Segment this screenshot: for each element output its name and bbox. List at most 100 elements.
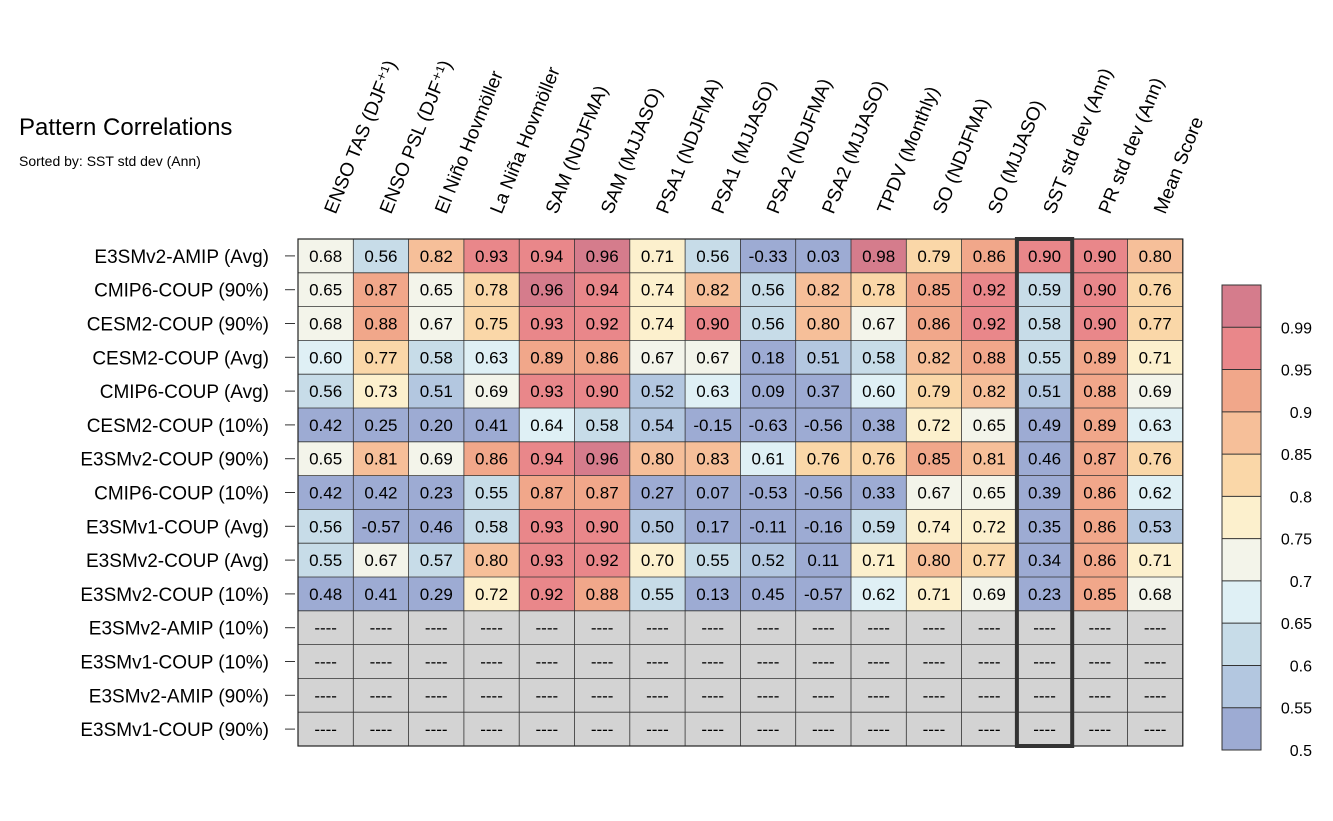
heatmap-cell: [1127, 644, 1183, 679]
cell-value: ----: [812, 720, 835, 739]
heatmap-cell: [408, 306, 464, 341]
cell-value: 0.82: [973, 382, 1006, 401]
heatmap-cell: [1016, 340, 1073, 375]
cell-value: 0.27: [641, 484, 674, 503]
cell-value: 0.03: [807, 247, 840, 266]
heatmap-cell: [961, 374, 1017, 408]
heatmap-cell: [1072, 272, 1128, 307]
row-label: E3SMv1-COUP (Avg): [86, 517, 269, 538]
heatmap-cell: [1127, 408, 1183, 442]
cell-value: ----: [536, 720, 559, 739]
cell-value: 0.90: [586, 517, 619, 536]
cell-value: 0.88: [1083, 382, 1116, 401]
cell-value: 0.67: [696, 348, 729, 367]
heatmap-cell: [519, 340, 575, 375]
row-label: E3SMv2-AMIP (90%): [89, 686, 269, 707]
cell-value: ----: [757, 653, 780, 672]
heatmap-cell: [408, 577, 464, 611]
cell-value: ----: [425, 653, 448, 672]
heatmap-cell: [519, 543, 575, 577]
colorbar-tick-label: 0.8: [1290, 489, 1312, 506]
cell-value: 0.89: [1083, 416, 1116, 435]
heatmap-cell: [740, 340, 796, 375]
cell-value: ----: [1144, 653, 1167, 672]
cell-value: 0.51: [807, 348, 840, 367]
cell-value: 0.87: [586, 484, 619, 503]
heatmap-cell: [574, 475, 630, 510]
cell-value: 0.87: [1083, 450, 1116, 469]
cell-value: 0.93: [530, 517, 563, 536]
cell-value: ----: [867, 619, 890, 638]
colorbar-bin: [1222, 665, 1261, 708]
cell-value: 0.65: [420, 281, 453, 300]
cell-value: ----: [867, 686, 890, 705]
heatmap-cell: [851, 644, 907, 679]
heatmap-cell: [906, 272, 962, 307]
cell-value: 0.90: [696, 315, 729, 334]
cell-value: ----: [646, 720, 669, 739]
heatmap-cell: [1016, 306, 1073, 341]
heatmap-cell: [408, 239, 464, 273]
heatmap-cell: [685, 610, 741, 645]
heatmap-cell: [463, 678, 520, 713]
cell-value: ----: [812, 619, 835, 638]
cell-value: ----: [923, 686, 946, 705]
heatmap-cell: [1016, 678, 1073, 713]
cell-value: 0.42: [309, 416, 342, 435]
cell-value: 0.76: [807, 450, 840, 469]
cell-value: ----: [1144, 619, 1167, 638]
heatmap-cell: [851, 543, 907, 577]
heatmap-cell: [685, 678, 741, 713]
cell-value: ----: [978, 653, 1001, 672]
cell-value: ----: [1089, 720, 1112, 739]
cell-value: 0.86: [1083, 551, 1116, 570]
cell-value: 0.69: [973, 585, 1006, 604]
cell-value: 0.60: [862, 382, 895, 401]
heatmap-cell: [906, 543, 962, 577]
heatmap-cell: [463, 374, 520, 408]
cell-value: ----: [923, 619, 946, 638]
cell-value: 0.74: [641, 281, 674, 300]
cell-value: ----: [480, 720, 503, 739]
cell-value: 0.77: [364, 348, 397, 367]
colorbar-tick-label: 0.99: [1281, 320, 1312, 337]
cell-value: 0.23: [1028, 585, 1061, 604]
heatmap-cell: [851, 610, 907, 645]
heatmap-cell: [906, 712, 962, 746]
heatmap-cell: [795, 678, 851, 713]
cell-value: 0.93: [530, 551, 563, 570]
cell-value: ----: [701, 619, 724, 638]
cell-value: 0.94: [530, 450, 563, 469]
heatmap-cell: [740, 678, 796, 713]
cell-value: 0.88: [586, 585, 619, 604]
heatmap-cell: [685, 272, 741, 307]
heatmap-cell: [463, 610, 520, 645]
cell-value: 0.96: [586, 247, 619, 266]
heatmap-cell: [463, 509, 520, 544]
cell-value: -0.57: [362, 517, 401, 536]
colorbar-tick-label: 0.95: [1281, 363, 1312, 380]
heatmap-cell: [1127, 610, 1183, 645]
heatmap-cell: [353, 475, 409, 510]
colorbar-bin: [1222, 411, 1261, 455]
heatmap-cell: [298, 408, 354, 442]
colorbar-tick-label: 0.7: [1290, 574, 1312, 591]
row-label: CMIP6-COUP (Avg): [100, 382, 269, 403]
cell-value: 0.71: [917, 585, 950, 604]
cell-value: 0.23: [420, 484, 453, 503]
heatmap-cell: [629, 408, 686, 442]
cell-value: 0.65: [973, 416, 1006, 435]
heatmap-cell: [519, 306, 575, 341]
heatmap-cell: [961, 712, 1017, 746]
cell-value: 0.58: [420, 348, 453, 367]
cell-value: 0.75: [475, 315, 508, 334]
heatmap-cell: [961, 475, 1017, 510]
cell-value: 0.80: [917, 551, 950, 570]
heatmap-cell: [629, 577, 686, 611]
cell-value: ----: [757, 686, 780, 705]
cell-value: 0.64: [530, 416, 563, 435]
row-label: E3SMv2-AMIP (10%): [89, 619, 269, 640]
cell-value: 0.67: [641, 348, 674, 367]
heatmap-cell: [298, 374, 354, 408]
heatmap-cell: [740, 644, 796, 679]
